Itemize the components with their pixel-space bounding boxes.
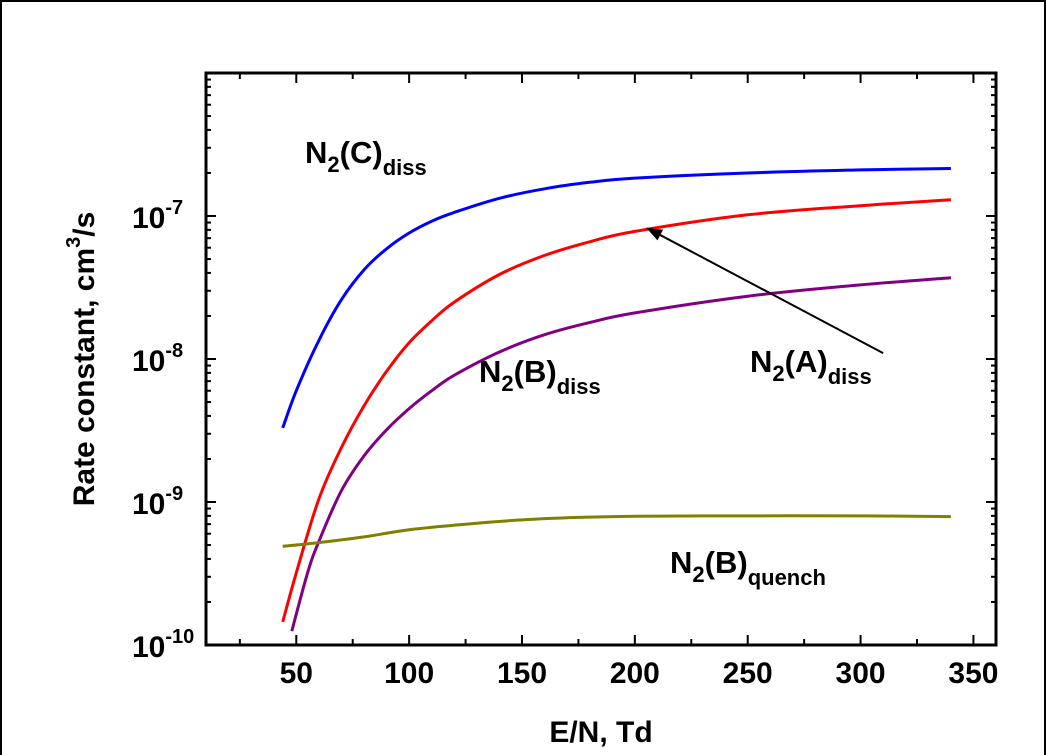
y-tick-label: 10-8 xyxy=(132,340,183,378)
x-tick-label: 100 xyxy=(384,657,434,690)
x-tick-label: 350 xyxy=(948,657,998,690)
y-tick-label: 10-10 xyxy=(132,626,194,664)
y-tick-label: 10-7 xyxy=(132,197,183,235)
x-tick-label: 250 xyxy=(723,657,773,690)
annotation-arrow-line xyxy=(659,234,884,354)
x-axis-title: E/N, Td xyxy=(549,716,652,749)
series-line-n2a-diss xyxy=(281,198,951,623)
x-tick-label: 150 xyxy=(497,657,547,690)
series-line-n2c-diss xyxy=(281,167,951,429)
y-axis-title: Rate constant, cm3/s xyxy=(63,212,101,507)
annotation-arrow-head xyxy=(646,227,664,241)
series-label-n2c-diss: N2(C)diss xyxy=(305,135,427,180)
series-line-n2b-diss xyxy=(290,276,952,632)
series-line-n2b-quench xyxy=(282,514,951,548)
x-tick-label: 50 xyxy=(280,657,313,690)
x-tick-label: 300 xyxy=(836,657,886,690)
x-tick-label: 200 xyxy=(610,657,660,690)
series-label-n2b-quench: N2(B)quench xyxy=(670,545,826,590)
series-label-n2b-diss: N2(B)diss xyxy=(479,354,601,399)
series-label-n2a-diss: N2(A)diss xyxy=(750,344,872,389)
y-tick-label: 10-9 xyxy=(132,483,183,521)
axis-ticks: 50 100 150 200 250 300 350 10-10 10-9 10-8 10-7 xyxy=(132,73,998,690)
plot-area xyxy=(281,167,952,632)
